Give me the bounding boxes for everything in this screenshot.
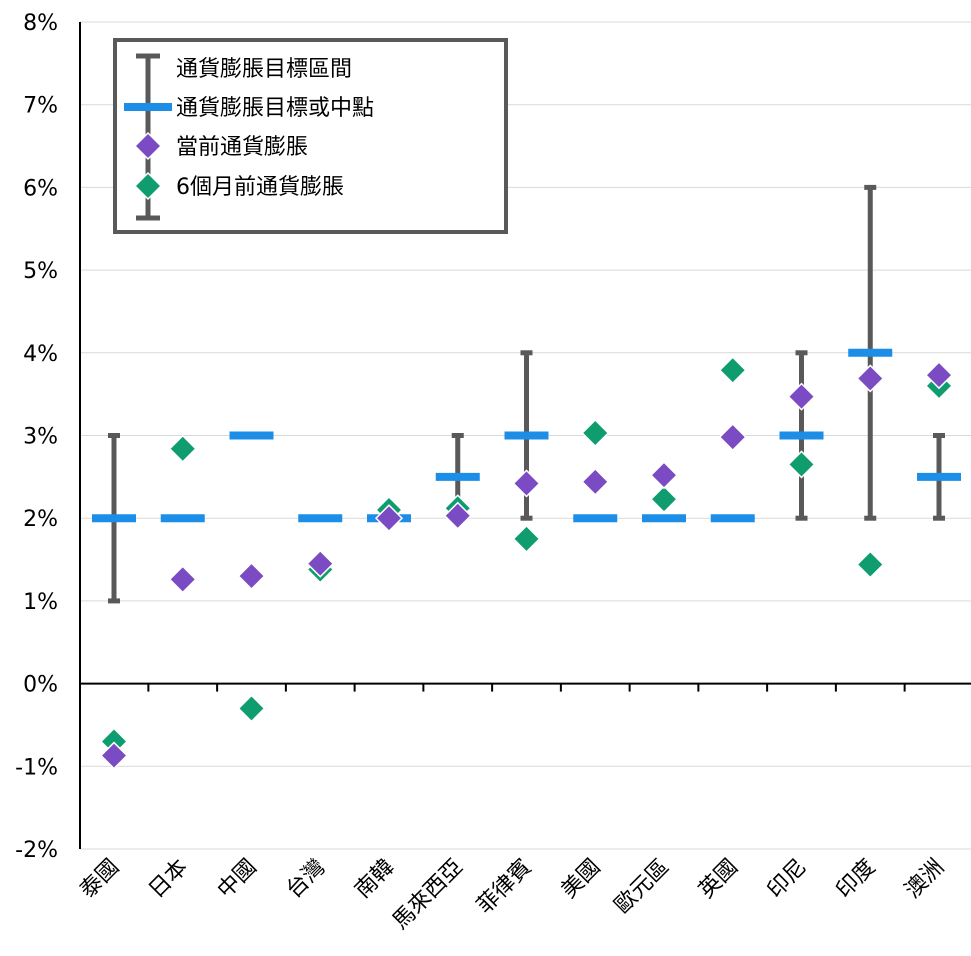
- y-tick-label: 0%: [23, 673, 58, 698]
- y-tick-label: 5%: [23, 259, 58, 284]
- category-label: 美國: [557, 855, 606, 904]
- current-inflation-marker: [924, 361, 954, 390]
- category-label: 印尼: [763, 855, 812, 904]
- current-inflation-marker: [168, 565, 197, 594]
- y-tick-label: -2%: [15, 838, 58, 863]
- legend-current-symbol: [133, 131, 163, 161]
- legend-current-label: 當前通貨膨脹: [176, 135, 308, 160]
- category-label: 泰國: [75, 855, 124, 904]
- prior-inflation-marker: [512, 524, 541, 553]
- y-tick-label: 3%: [23, 425, 58, 450]
- category-label: 澳洲: [900, 855, 949, 904]
- category-label: 印度: [832, 855, 881, 904]
- prior-inflation-marker: [856, 550, 885, 579]
- category-label: 日本: [144, 855, 193, 904]
- current-inflation-marker: [512, 469, 541, 498]
- prior-inflation-marker: [649, 485, 679, 514]
- category-label: 馬來西亞: [388, 855, 468, 935]
- current-inflation-marker: [443, 501, 472, 530]
- y-tick-label: 4%: [23, 342, 58, 367]
- y-tick-label: 7%: [23, 94, 58, 119]
- legend-range-label: 通貨膨脹目標區間: [176, 57, 352, 82]
- legend-target-label: 通貨膨脹目標或中點: [176, 96, 374, 121]
- legend-box: [113, 38, 508, 234]
- y-tick-label: 2%: [23, 507, 58, 532]
- category-label: 台灣: [282, 855, 331, 904]
- category-label: 菲律賓: [472, 855, 536, 919]
- plot-marks: [92, 184, 961, 770]
- current-inflation-marker: [856, 364, 885, 393]
- y-tick-label: -1%: [15, 755, 58, 780]
- prior-inflation-marker: [581, 418, 610, 448]
- category-label: 英國: [694, 855, 743, 904]
- y-tick-label: 6%: [23, 176, 58, 201]
- prior-inflation-marker: [237, 694, 266, 723]
- current-inflation-marker: [581, 467, 610, 496]
- category-label: 中國: [213, 855, 262, 904]
- current-inflation-marker: [374, 504, 404, 533]
- legend-prior-symbol: [133, 171, 163, 201]
- current-inflation-marker: [237, 562, 266, 591]
- current-inflation-marker: [787, 382, 816, 411]
- current-inflation-marker: [718, 423, 747, 452]
- y-tick-label: 1%: [23, 590, 58, 615]
- prior-inflation-marker: [718, 356, 747, 385]
- current-inflation-marker: [99, 741, 129, 770]
- current-inflation-marker: [306, 549, 335, 578]
- current-inflation-marker: [649, 461, 679, 490]
- prior-inflation-marker: [787, 450, 816, 479]
- category-label: 南韓: [350, 855, 399, 904]
- y-tick-label: 8%: [23, 11, 58, 36]
- y-axis: -2% -1% 0% 1% 2% 3% 4% 5% 6% 7% 8%: [15, 11, 81, 863]
- category-label: 歐元區: [610, 855, 674, 919]
- prior-inflation-marker: [168, 434, 197, 463]
- legend-prior-label: 6個月前通貨膨脹: [176, 175, 344, 200]
